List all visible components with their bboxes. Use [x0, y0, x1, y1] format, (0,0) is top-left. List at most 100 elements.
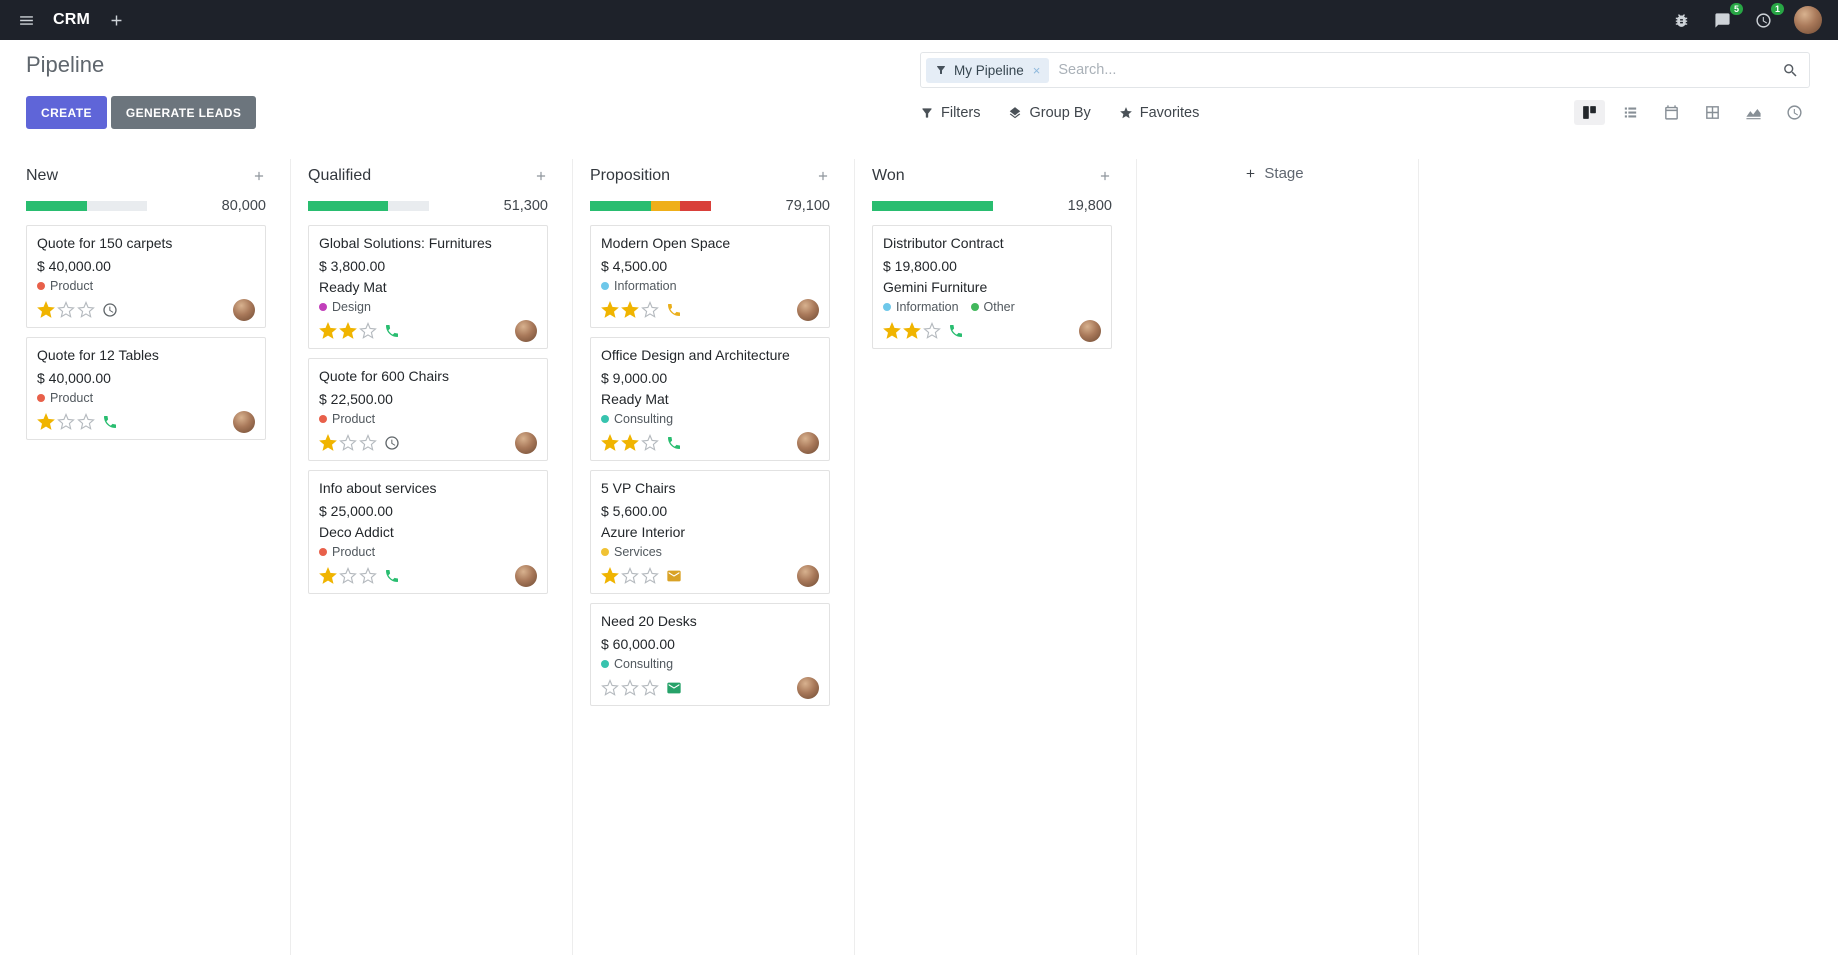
quick-add-icon[interactable]: [252, 169, 266, 183]
progress-segment[interactable]: [679, 201, 711, 211]
progress-segment[interactable]: [650, 201, 680, 211]
priority-star-icon[interactable]: [319, 322, 337, 340]
view-pivot-icon[interactable]: [1697, 100, 1728, 125]
activity-clock-icon[interactable]: [384, 435, 400, 451]
priority-star-icon[interactable]: [77, 301, 95, 319]
group-by-button[interactable]: Group By: [1008, 105, 1091, 121]
activities-clock-icon[interactable]: 1: [1753, 2, 1784, 31]
add-stage-button[interactable]: Stage: [1244, 165, 1304, 182]
apps-menu-icon[interactable]: [16, 10, 37, 31]
priority-star-icon[interactable]: [601, 679, 619, 697]
messages-icon[interactable]: 5: [1712, 2, 1743, 31]
priority-star-icon[interactable]: [339, 322, 357, 340]
quick-add-icon[interactable]: [816, 169, 830, 183]
priority-stars[interactable]: [601, 679, 659, 697]
filters-button[interactable]: Filters: [920, 105, 980, 121]
column-title[interactable]: Proposition: [590, 167, 671, 184]
priority-star-icon[interactable]: [903, 322, 921, 340]
priority-star-icon[interactable]: [319, 567, 337, 585]
activity-clock-icon[interactable]: [102, 302, 118, 318]
facet-remove-icon[interactable]: ×: [1032, 62, 1041, 78]
priority-stars[interactable]: [319, 567, 377, 585]
priority-star-icon[interactable]: [621, 301, 639, 319]
kanban-card[interactable]: Quote for 12 Tables $ 40,000.00 Product: [26, 337, 266, 440]
priority-star-icon[interactable]: [641, 679, 659, 697]
activity-phone-icon[interactable]: [384, 568, 400, 584]
user-avatar[interactable]: [1794, 6, 1822, 34]
column-progressbar[interactable]: [872, 201, 993, 211]
column-progressbar[interactable]: [590, 201, 711, 211]
search-icon[interactable]: [1782, 62, 1799, 79]
priority-star-icon[interactable]: [77, 413, 95, 431]
priority-stars[interactable]: [601, 301, 659, 319]
nav-plus-icon[interactable]: [106, 10, 127, 31]
priority-star-icon[interactable]: [601, 434, 619, 452]
quick-add-icon[interactable]: [534, 169, 548, 183]
favorites-button[interactable]: Favorites: [1119, 105, 1199, 121]
priority-star-icon[interactable]: [359, 567, 377, 585]
column-progressbar[interactable]: [26, 201, 147, 211]
priority-star-icon[interactable]: [57, 413, 75, 431]
app-name[interactable]: CRM: [53, 11, 91, 28]
kanban-card[interactable]: Quote for 150 carpets $ 40,000.00 Produc…: [26, 225, 266, 328]
priority-star-icon[interactable]: [601, 567, 619, 585]
priority-star-icon[interactable]: [57, 301, 75, 319]
priority-star-icon[interactable]: [923, 322, 941, 340]
kanban-card[interactable]: Need 20 Desks $ 60,000.00 Consulting: [590, 603, 830, 706]
priority-stars[interactable]: [319, 322, 377, 340]
progress-segment[interactable]: [872, 201, 993, 211]
priority-star-icon[interactable]: [359, 322, 377, 340]
priority-stars[interactable]: [319, 434, 377, 452]
priority-star-icon[interactable]: [641, 301, 659, 319]
activity-envelope-icon[interactable]: [666, 568, 682, 584]
kanban-card[interactable]: Office Design and Architecture $ 9,000.0…: [590, 337, 830, 461]
priority-star-icon[interactable]: [37, 301, 55, 319]
view-activity-icon[interactable]: [1779, 100, 1810, 125]
view-kanban-icon[interactable]: [1574, 100, 1605, 125]
view-list-icon[interactable]: [1615, 100, 1646, 125]
generate-leads-button[interactable]: GENERATE LEADS: [110, 96, 257, 129]
priority-star-icon[interactable]: [339, 434, 357, 452]
activity-phone-icon[interactable]: [102, 414, 118, 430]
kanban-card[interactable]: Quote for 600 Chairs $ 22,500.00 Product: [308, 358, 548, 461]
priority-stars[interactable]: [37, 301, 95, 319]
priority-stars[interactable]: [37, 413, 95, 431]
kanban-card[interactable]: 5 VP Chairs $ 5,600.00 Azure Interior Se…: [590, 470, 830, 594]
priority-stars[interactable]: [883, 322, 941, 340]
priority-stars[interactable]: [601, 434, 659, 452]
debug-bug-icon[interactable]: [1671, 10, 1692, 31]
activity-phone-icon[interactable]: [948, 323, 964, 339]
progress-segment[interactable]: [308, 201, 388, 211]
activity-phone-icon[interactable]: [384, 323, 400, 339]
progress-segment[interactable]: [590, 201, 651, 211]
priority-star-icon[interactable]: [339, 567, 357, 585]
activity-phone-icon[interactable]: [666, 302, 682, 318]
create-button[interactable]: CREATE: [26, 96, 107, 129]
progress-segment[interactable]: [26, 201, 87, 211]
priority-star-icon[interactable]: [319, 434, 337, 452]
kanban-card[interactable]: Modern Open Space $ 4,500.00 Information: [590, 225, 830, 328]
search-bar[interactable]: My Pipeline ×: [920, 52, 1810, 88]
priority-stars[interactable]: [601, 567, 659, 585]
search-facet[interactable]: My Pipeline ×: [926, 57, 1050, 83]
kanban-card[interactable]: Distributor Contract $ 19,800.00 Gemini …: [872, 225, 1112, 349]
priority-star-icon[interactable]: [37, 413, 55, 431]
activity-envelope-icon[interactable]: [666, 680, 682, 696]
column-title[interactable]: Qualified: [308, 167, 372, 184]
quick-add-icon[interactable]: [1098, 169, 1112, 183]
column-title[interactable]: Won: [872, 167, 905, 184]
priority-star-icon[interactable]: [641, 434, 659, 452]
kanban-card[interactable]: Global Solutions: Furnitures $ 3,800.00 …: [308, 225, 548, 349]
view-calendar-icon[interactable]: [1656, 100, 1687, 125]
kanban-card[interactable]: Info about services $ 25,000.00 Deco Add…: [308, 470, 548, 594]
priority-star-icon[interactable]: [641, 567, 659, 585]
priority-star-icon[interactable]: [621, 434, 639, 452]
column-progressbar[interactable]: [308, 201, 429, 211]
priority-star-icon[interactable]: [359, 434, 377, 452]
priority-star-icon[interactable]: [601, 301, 619, 319]
column-title[interactable]: New: [26, 167, 59, 184]
search-input[interactable]: [1058, 62, 1773, 78]
view-graph-icon[interactable]: [1738, 100, 1769, 125]
priority-star-icon[interactable]: [621, 679, 639, 697]
activity-phone-icon[interactable]: [666, 435, 682, 451]
